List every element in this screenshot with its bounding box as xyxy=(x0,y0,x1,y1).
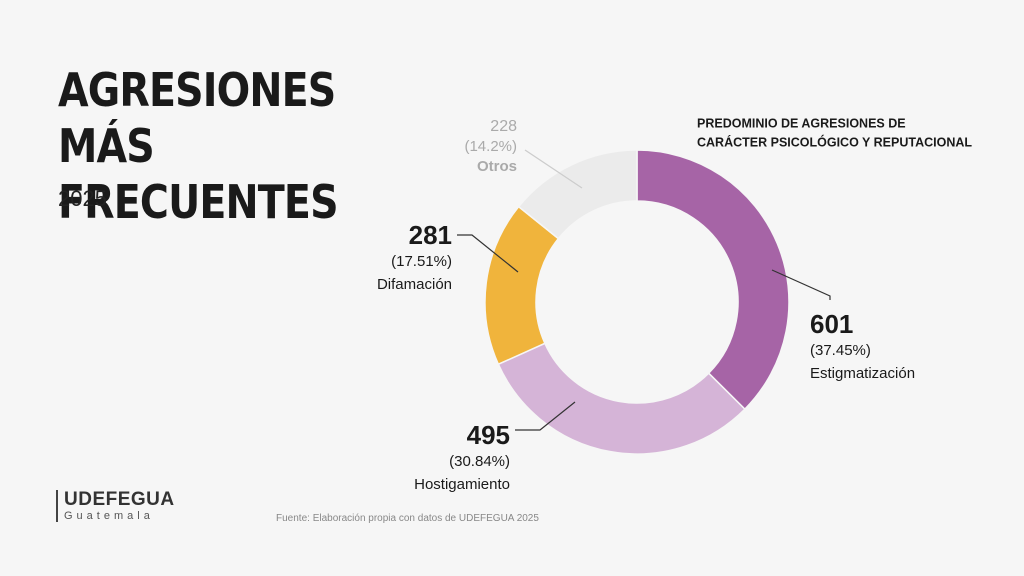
category-label: Hostigamiento xyxy=(414,476,510,493)
category-label: Otros xyxy=(477,158,517,175)
annotation-line: CARÁCTER PSICOLÓGICO Y REPUTACIONAL xyxy=(697,134,972,149)
value-label: 601 xyxy=(810,309,853,339)
category-label: Difamación xyxy=(377,276,452,293)
leader-line xyxy=(524,149,583,189)
logo: UDEFEGUA Guatemala xyxy=(56,490,175,522)
percent-label: (37.45%) xyxy=(810,342,871,359)
category-label: Estigmatización xyxy=(810,365,915,382)
percent-label: (14.2%) xyxy=(464,138,517,155)
annotation-line: PREDOMINIO DE AGRESIONES DE xyxy=(697,116,906,130)
donut-slice xyxy=(517,149,638,240)
title: AGRESIONES MÁS FRECUENTES xyxy=(58,63,339,229)
value-label: 495 xyxy=(467,420,510,450)
value-label: 228 xyxy=(490,118,517,135)
donut-slice xyxy=(636,149,790,411)
leader-line xyxy=(515,401,576,431)
logo-name: UDEFEGUA xyxy=(64,489,175,510)
percent-label: (30.84%) xyxy=(449,453,510,470)
logo-place: Guatemala xyxy=(64,510,154,522)
source: Fuente: Elaboración propia con datos de … xyxy=(276,513,539,524)
subtitle: 2025 xyxy=(58,186,107,211)
leader-line xyxy=(457,234,519,273)
percent-label: (17.51%) xyxy=(391,253,452,270)
value-label: 281 xyxy=(409,220,452,250)
leader-line xyxy=(771,269,831,300)
donut-slice xyxy=(497,342,746,455)
